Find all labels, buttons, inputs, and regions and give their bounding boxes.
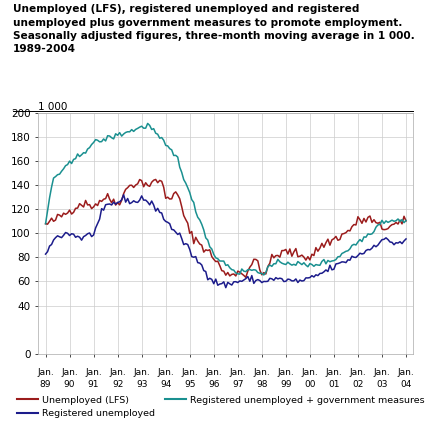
Text: 94: 94 bbox=[160, 380, 171, 389]
Text: 96: 96 bbox=[208, 380, 219, 389]
Text: Jan.: Jan. bbox=[350, 368, 366, 377]
Text: Jan.: Jan. bbox=[37, 368, 54, 377]
Text: Jan.: Jan. bbox=[397, 368, 414, 377]
Text: 95: 95 bbox=[184, 380, 196, 389]
Text: Jan.: Jan. bbox=[374, 368, 390, 377]
Legend: Unemployed (LFS), Registered unemployed, Registered unemployed + government meas: Unemployed (LFS), Registered unemployed,… bbox=[17, 396, 425, 418]
Text: Jan.: Jan. bbox=[302, 368, 318, 377]
Text: Jan.: Jan. bbox=[85, 368, 102, 377]
Text: Jan.: Jan. bbox=[181, 368, 198, 377]
Text: 91: 91 bbox=[88, 380, 99, 389]
Text: 97: 97 bbox=[232, 380, 244, 389]
Text: Jan.: Jan. bbox=[133, 368, 150, 377]
Text: Jan.: Jan. bbox=[230, 368, 246, 377]
Text: 93: 93 bbox=[136, 380, 147, 389]
Text: 92: 92 bbox=[112, 380, 124, 389]
Text: 03: 03 bbox=[376, 380, 388, 389]
Text: Jan.: Jan. bbox=[325, 368, 343, 377]
Text: 1 000: 1 000 bbox=[38, 102, 68, 112]
Text: 89: 89 bbox=[40, 380, 51, 389]
Text: Jan.: Jan. bbox=[253, 368, 270, 377]
Text: 98: 98 bbox=[256, 380, 268, 389]
Text: 01: 01 bbox=[328, 380, 340, 389]
Text: Jan.: Jan. bbox=[277, 368, 294, 377]
Text: 02: 02 bbox=[352, 380, 364, 389]
Text: Jan.: Jan. bbox=[157, 368, 174, 377]
Text: Unemployed (LFS), registered unemployed and registered
unemployed plus governmen: Unemployed (LFS), registered unemployed … bbox=[13, 4, 414, 54]
Text: 00: 00 bbox=[304, 380, 316, 389]
Text: Jan.: Jan. bbox=[61, 368, 78, 377]
Text: 04: 04 bbox=[400, 380, 412, 389]
Text: Jan.: Jan. bbox=[109, 368, 126, 377]
Text: 90: 90 bbox=[64, 380, 75, 389]
Text: 99: 99 bbox=[280, 380, 292, 389]
Text: Jan.: Jan. bbox=[205, 368, 222, 377]
